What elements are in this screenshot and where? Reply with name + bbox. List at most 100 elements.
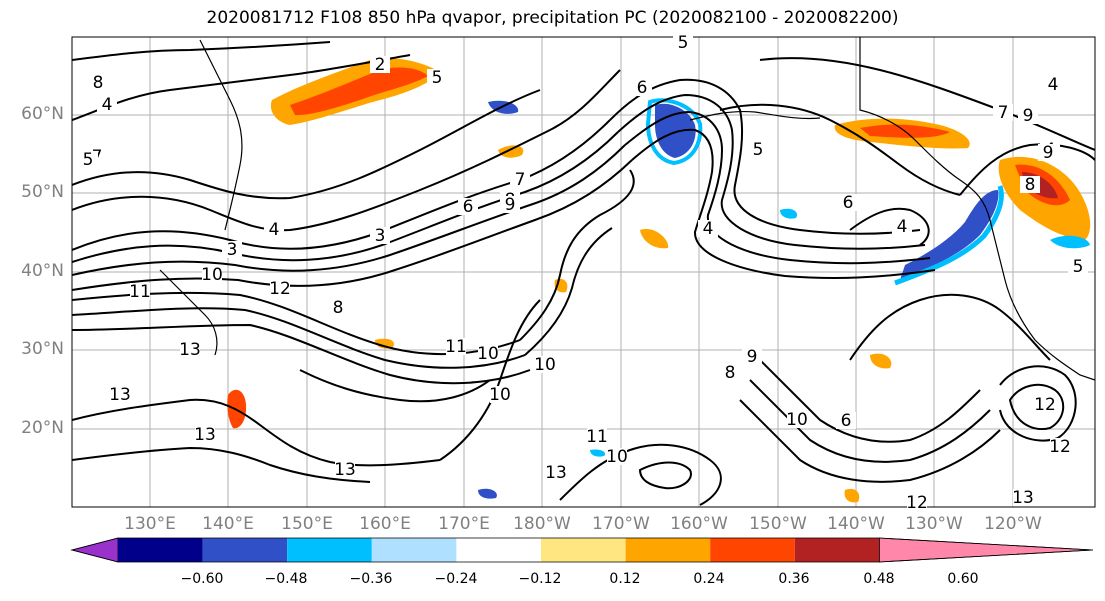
contour-label-background bbox=[97, 96, 117, 113]
contour-label-background bbox=[587, 428, 607, 445]
contour-label-background bbox=[546, 464, 566, 481]
positive-anomaly-region bbox=[844, 488, 860, 503]
contour-label-background bbox=[607, 448, 627, 465]
negative-anomaly-region bbox=[1050, 235, 1090, 249]
contour-label: 4 bbox=[102, 95, 113, 115]
contour-label-background bbox=[202, 266, 222, 283]
lon-label-130w: 130°W bbox=[905, 514, 963, 534]
contour-label-background bbox=[787, 411, 807, 428]
contour-label: 10 bbox=[489, 385, 511, 405]
contour-label-background bbox=[478, 345, 498, 362]
contour-label: 5 bbox=[678, 33, 689, 53]
contour-label: 9 bbox=[505, 195, 516, 215]
colorbar-tick-label: −0.12 bbox=[518, 571, 562, 587]
contour-label: 7 bbox=[515, 170, 526, 190]
contour-label: 5 bbox=[83, 150, 94, 170]
positive-anomaly-region bbox=[498, 145, 524, 158]
colorbar bbox=[70, 537, 1094, 563]
lat-label-40n: 40°N bbox=[21, 261, 64, 281]
contour-label: 13 bbox=[109, 385, 131, 405]
lat-label-30n: 30°N bbox=[21, 339, 64, 359]
contour-label: 8 bbox=[1025, 175, 1036, 195]
contour-label: 6 bbox=[463, 197, 474, 217]
lon-label-120w: 120°W bbox=[984, 514, 1042, 534]
colorbar-tick-label: −0.60 bbox=[180, 571, 224, 587]
contour-label: 9 bbox=[747, 347, 758, 367]
contour-label: 9 bbox=[1043, 143, 1054, 163]
colorbar-tick-label: 0.48 bbox=[863, 571, 895, 587]
lon-label-170e: 170°E bbox=[438, 514, 490, 534]
lon-label-140w: 140°W bbox=[827, 514, 885, 534]
contour-label: 12 bbox=[906, 493, 928, 513]
colorbar-swatch bbox=[371, 538, 457, 562]
lon-label-180w: 180°W bbox=[513, 514, 571, 534]
contour-label-background bbox=[632, 79, 652, 96]
contour-label-background bbox=[180, 341, 200, 358]
contour-label-background bbox=[535, 356, 555, 373]
colorbar-swatch bbox=[202, 538, 288, 562]
colorbar-tick-label: −0.36 bbox=[349, 571, 393, 587]
contour-label-background bbox=[720, 364, 740, 381]
negative-anomaly-region bbox=[900, 190, 999, 280]
contour-label: 11 bbox=[129, 282, 151, 302]
contour-label-background bbox=[748, 141, 768, 158]
colorbar-swatch bbox=[456, 538, 541, 562]
colorbar-tick-label: 0.24 bbox=[693, 571, 725, 587]
contour-label-background bbox=[370, 227, 390, 244]
negative-anomaly-region bbox=[478, 488, 497, 499]
lon-label-160e: 160°E bbox=[359, 514, 411, 534]
colorbar-outline bbox=[70, 537, 1094, 563]
contour-label-background bbox=[490, 386, 510, 403]
colorbar-extend-max bbox=[879, 537, 1094, 563]
contour-label: 8 bbox=[333, 298, 344, 318]
figure-title: 2020081712 F108 850 hPa qvapor, precipit… bbox=[206, 8, 899, 28]
contour-label: 8 bbox=[93, 73, 104, 93]
negative-anomaly-region bbox=[780, 208, 798, 219]
contour-label: 3 bbox=[227, 240, 238, 260]
contour-label: 10 bbox=[201, 265, 223, 285]
colorbar-swatches bbox=[70, 537, 1094, 563]
graticule bbox=[72, 37, 1095, 507]
contour-label: 4 bbox=[1048, 75, 1059, 95]
contour-label: 3 bbox=[375, 226, 386, 246]
lon-label-160w: 160°W bbox=[670, 514, 728, 534]
contour-label: 10 bbox=[606, 447, 628, 467]
contour-label-background bbox=[892, 218, 912, 235]
positive-anomaly-region bbox=[870, 353, 892, 369]
colorbar-tick-label: −0.24 bbox=[434, 571, 478, 587]
lon-label-150e: 150°E bbox=[281, 514, 333, 534]
contour-label-background bbox=[698, 220, 718, 237]
colorbar-tick-label: −0.48 bbox=[264, 571, 308, 587]
contour-label-background bbox=[1020, 176, 1040, 193]
lat-label-20n: 20°N bbox=[21, 418, 64, 438]
positive-anomaly-core bbox=[290, 67, 428, 116]
contour-label-background bbox=[993, 104, 1013, 121]
contour-label: 5 bbox=[753, 140, 764, 160]
contour-label-background bbox=[195, 426, 215, 443]
map-frame bbox=[71, 36, 1096, 508]
contour-label-background bbox=[78, 151, 98, 168]
contour-label: 6 bbox=[637, 78, 648, 98]
contour-label: 13 bbox=[545, 463, 567, 483]
contour-label-background bbox=[1018, 107, 1038, 124]
contour-label: 12 bbox=[1034, 395, 1056, 415]
contour-label: 10 bbox=[534, 355, 556, 375]
negative-anomaly-region bbox=[590, 449, 606, 457]
contour-label-background bbox=[370, 56, 390, 73]
contour-label: 5 bbox=[432, 68, 443, 88]
contour-label-background bbox=[222, 241, 242, 258]
contour-label-background bbox=[110, 386, 130, 403]
negative-anomaly-edge bbox=[894, 185, 1004, 286]
positive-anomaly-region bbox=[375, 338, 395, 349]
contour-label-background bbox=[838, 194, 858, 211]
lon-label-170w: 170°W bbox=[592, 514, 650, 534]
colorbar-swatch bbox=[287, 538, 372, 562]
moisture-contours bbox=[72, 41, 1095, 506]
contour-label-background bbox=[500, 196, 520, 213]
contour-label-background bbox=[1013, 489, 1033, 506]
colorbar-swatch bbox=[710, 538, 795, 562]
contour-label: 4 bbox=[269, 220, 280, 240]
colorbar-swatch bbox=[794, 538, 880, 562]
contour-label-background bbox=[264, 221, 284, 238]
